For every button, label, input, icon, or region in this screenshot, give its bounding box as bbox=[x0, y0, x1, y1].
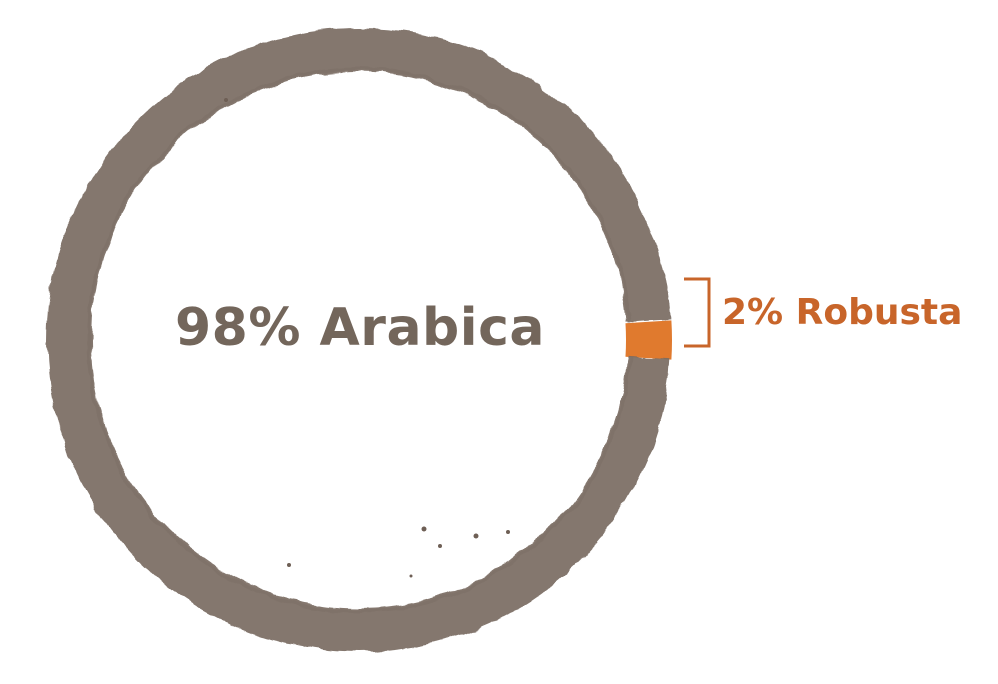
arabica-slice bbox=[47, 28, 671, 652]
coffee-splatter bbox=[224, 98, 510, 578]
robusta-bracket bbox=[684, 277, 711, 348]
robusta-label: 2% Robusta bbox=[722, 292, 963, 333]
arabica-label: 98% Arabica bbox=[174, 298, 545, 358]
robusta-slice bbox=[625, 320, 672, 360]
ring-layer bbox=[47, 28, 672, 652]
